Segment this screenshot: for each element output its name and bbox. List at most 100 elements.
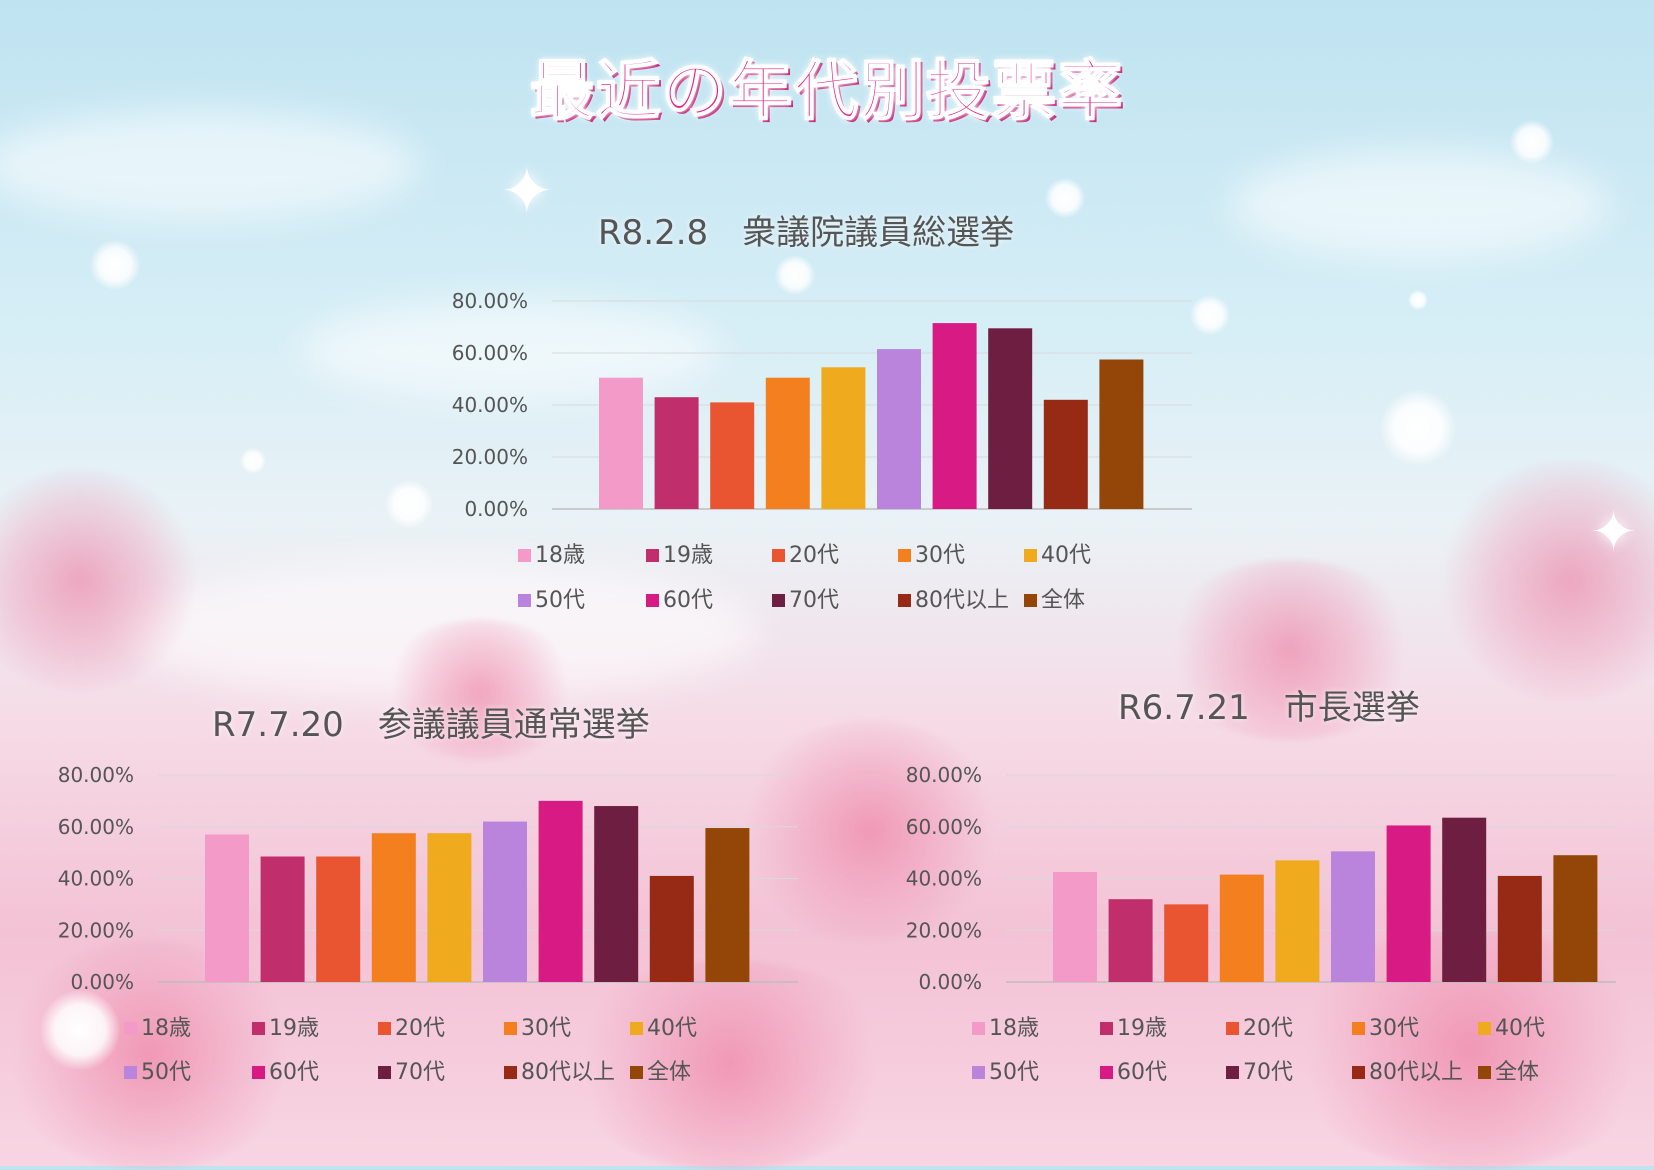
legend-swatch — [1024, 594, 1037, 607]
legend-label: 70代 — [395, 1060, 445, 1085]
legend-label: 80代以上 — [521, 1060, 615, 1085]
bar-2 — [654, 397, 699, 509]
bar-8 — [988, 328, 1033, 509]
bar-10 — [705, 828, 750, 982]
bar-7 — [538, 800, 583, 982]
y-tick-label: 0.00% — [464, 497, 528, 521]
y-tick-label: 20.00% — [58, 918, 134, 942]
legend-label: 70代 — [1243, 1060, 1293, 1085]
bar-4 — [371, 833, 416, 982]
legend-swatch — [972, 1022, 985, 1035]
legend-swatch — [1100, 1022, 1113, 1035]
legend-swatch — [898, 594, 911, 607]
legend-swatch — [1352, 1066, 1365, 1079]
chart-house-of-representatives: 0.00% 20.00% 40.00% 60.00% 80.00% 18歳 19歳 20代 30… — [452, 289, 1192, 613]
legend-label: 全体 — [1041, 588, 1085, 613]
legend-label: 50代 — [989, 1060, 1039, 1085]
legend-label: 40代 — [1495, 1016, 1545, 1041]
y-tick-label: 60.00% — [906, 815, 982, 839]
legend-label: 50代 — [141, 1060, 191, 1085]
bar-10 — [1553, 855, 1598, 982]
legend-swatch — [504, 1066, 517, 1079]
legend-swatch — [378, 1066, 391, 1079]
legend-label: 80代以上 — [915, 588, 1009, 613]
legend-swatch — [518, 594, 531, 607]
legend-label: 20代 — [1243, 1016, 1293, 1041]
y-tick-label: 40.00% — [58, 867, 134, 891]
legend-swatch — [630, 1066, 643, 1079]
legend-label: 40代 — [1041, 543, 1091, 568]
legend-swatch — [772, 549, 785, 562]
y-tick-label: 20.00% — [452, 445, 528, 469]
bar-1 — [205, 834, 249, 982]
legend-swatch — [630, 1022, 643, 1035]
bar-7 — [932, 323, 977, 509]
legend-label: 18歳 — [989, 1016, 1039, 1041]
y-tick-label: 40.00% — [906, 867, 982, 891]
bar-7 — [1386, 825, 1431, 982]
y-tick-label: 20.00% — [906, 918, 982, 942]
legend-swatch — [1478, 1066, 1491, 1079]
legend-label: 30代 — [915, 543, 965, 568]
legend-swatch — [252, 1022, 265, 1035]
bar-9 — [649, 875, 694, 982]
y-tick-label: 0.00% — [70, 970, 134, 994]
y-tick-label: 40.00% — [452, 393, 528, 417]
chart-house-of-councillors: 0.00% 20.00% 40.00% 60.00% 80.00% 18歳 19歳 20代 30… — [58, 763, 798, 1085]
legend-label: 全体 — [647, 1060, 691, 1085]
legend-swatch — [1226, 1022, 1239, 1035]
y-tick-label: 80.00% — [58, 763, 134, 787]
legend-swatch — [124, 1066, 137, 1079]
y-tick-label: 60.00% — [58, 815, 134, 839]
legend-swatch — [898, 549, 911, 562]
legend-swatch — [252, 1066, 265, 1079]
legend-label: 20代 — [789, 543, 839, 568]
legend-swatch — [1478, 1022, 1491, 1035]
chart-title-house-of-councillors: R7.7.20 参議議員通常選挙 — [212, 705, 650, 745]
legend-swatch — [772, 594, 785, 607]
legend-swatch — [646, 549, 659, 562]
bar-10 — [1099, 359, 1144, 509]
y-tick-label: 80.00% — [452, 289, 528, 313]
bar-9 — [1043, 399, 1088, 509]
chart-title-house-of-representatives: R8.2.8 衆議院議員総選挙 — [598, 213, 1015, 253]
legend-label: 全体 — [1495, 1060, 1539, 1085]
bar-2 — [1108, 899, 1153, 982]
bar-1 — [1053, 872, 1097, 982]
legend-label: 60代 — [269, 1060, 319, 1085]
legend-label: 70代 — [789, 588, 839, 613]
bar-6 — [1331, 851, 1375, 982]
legend-swatch — [504, 1022, 517, 1035]
chart-title-mayoral: R6.7.21 市長選挙 — [1118, 688, 1420, 728]
legend-label: 30代 — [1369, 1016, 1419, 1041]
legend-label: 40代 — [647, 1016, 697, 1041]
legend-swatch — [1024, 549, 1037, 562]
bar-4 — [1219, 874, 1264, 982]
bar-9 — [1497, 875, 1542, 982]
legend-swatch — [972, 1066, 985, 1079]
bar-8 — [1442, 817, 1487, 982]
legend-label: 19歳 — [269, 1016, 319, 1041]
bar-3 — [1164, 904, 1209, 982]
legend-swatch — [1100, 1066, 1113, 1079]
legend-label: 50代 — [535, 588, 585, 613]
legend-label: 30代 — [521, 1016, 571, 1041]
chart-mayoral: 0.00% 20.00% 40.00% 60.00% 80.00% 18歳 19歳 20代 30… — [906, 763, 1616, 1085]
legend-swatch — [124, 1022, 137, 1035]
legend-label: 18歳 — [141, 1016, 191, 1041]
bar-2 — [260, 856, 305, 982]
page-title: 最近の年代別投票率 — [529, 54, 1124, 130]
legend-label: 19歳 — [1117, 1016, 1167, 1041]
legend-label: 20代 — [395, 1016, 445, 1041]
legend-label: 80代以上 — [1369, 1060, 1463, 1085]
bar-4 — [765, 377, 810, 509]
bar-5 — [427, 833, 472, 982]
legend-label: 19歳 — [663, 543, 713, 568]
bar-5 — [821, 367, 866, 509]
legend-label: 18歳 — [535, 543, 585, 568]
y-tick-label: 0.00% — [918, 970, 982, 994]
bar-6 — [483, 821, 527, 982]
legend-swatch — [646, 594, 659, 607]
legend-swatch — [1352, 1022, 1365, 1035]
